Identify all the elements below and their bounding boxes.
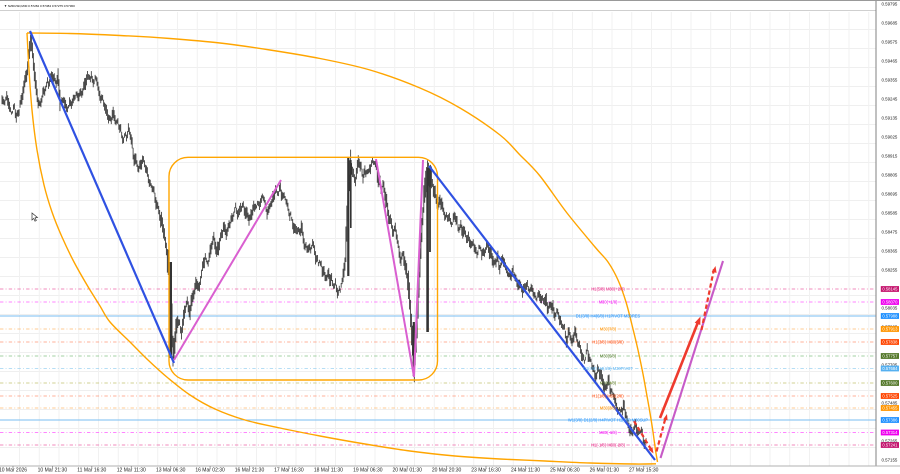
svg-text:H1(-1/8) M30(-2/8): H1(-1/8) M30(-2/8) — [591, 443, 626, 448]
svg-text:0.58585: 0.58585 — [882, 211, 898, 216]
svg-text:M30(4/8): M30(4/8) — [600, 381, 617, 386]
svg-text:0.57155: 0.57155 — [882, 458, 898, 463]
svg-text:H1(5/8) M30(+2/8): H1(5/8) M30(+2/8) — [591, 287, 625, 292]
svg-text:11 Mar 16:30: 11 Mar 16:30 — [77, 467, 106, 473]
svg-text:12 Mar 11:30: 12 Mar 11:30 — [117, 467, 146, 473]
svg-text:0.58805: 0.58805 — [882, 173, 898, 178]
svg-text:0.58145: 0.58145 — [882, 287, 898, 292]
svg-text:0.58365: 0.58365 — [882, 249, 898, 254]
svg-text:0.58695: 0.58695 — [882, 192, 898, 197]
svg-text:20 Mar 01:30: 20 Mar 01:30 — [392, 467, 422, 473]
svg-text:0.57705: 0.57705 — [882, 363, 898, 368]
svg-text:0.58475: 0.58475 — [882, 230, 898, 235]
svg-text:D1(3/8) H4(6/8) H1PIVOT M30RES: D1(3/8) H4(6/8) H1PIVOT M30RES — [576, 314, 641, 319]
svg-text:W1(3/8) D1(2/8) H4PIVOT H1(2/8: W1(3/8) D1(2/8) H4PIVOT H1(2/8) M30SUP — [568, 418, 649, 423]
svg-text:0.58915: 0.58915 — [882, 154, 898, 159]
svg-text:0.59685: 0.59685 — [882, 21, 898, 26]
svg-text:▼ NZDUSD,M30 0.57282 0.57384: ▼ NZDUSD,M30 0.57282 0.57384 0.57275 0.5… — [4, 4, 75, 8]
svg-text:0.59135: 0.59135 — [882, 116, 898, 121]
svg-text:0.57757: 0.57757 — [882, 354, 898, 359]
svg-text:0.58255: 0.58255 — [882, 268, 898, 273]
svg-text:M30(5/8): M30(5/8) — [600, 354, 617, 359]
svg-text:27 Mar 15:30: 27 Mar 15:30 — [629, 467, 659, 473]
svg-text:0.57684: 0.57684 — [882, 366, 898, 371]
svg-text:0.59355: 0.59355 — [882, 78, 898, 83]
svg-text:M30(7/8): M30(7/8) — [600, 327, 617, 332]
svg-text:17 Mar 16:30: 17 Mar 16:30 — [274, 467, 304, 473]
svg-text:M30(3/8): M30(3/8) — [600, 406, 617, 411]
svg-text:0.57600: 0.57600 — [882, 381, 898, 386]
svg-text:10 Mar 21:30: 10 Mar 21:30 — [38, 467, 68, 473]
svg-text:0.57838: 0.57838 — [882, 340, 898, 345]
svg-text:0.59795: 0.59795 — [882, 2, 898, 7]
svg-text:0.57988: 0.57988 — [882, 314, 898, 319]
svg-text:0.57485: 0.57485 — [882, 401, 898, 406]
svg-text:0.57913: 0.57913 — [882, 327, 898, 332]
svg-text:0.57386: 0.57386 — [882, 418, 898, 423]
svg-text:20 Mar 20:30: 20 Mar 20:30 — [432, 467, 462, 473]
svg-text:13 Mar 06:30: 13 Mar 06:30 — [156, 467, 186, 473]
svg-text:19 Mar 06:30: 19 Mar 06:30 — [353, 467, 383, 473]
svg-text:0.59025: 0.59025 — [882, 135, 898, 140]
svg-text:0.59245: 0.59245 — [882, 97, 898, 102]
svg-text:16 Mar 21:30: 16 Mar 21:30 — [235, 467, 265, 473]
svg-text:0.58035: 0.58035 — [882, 306, 898, 311]
svg-text:0.57314: 0.57314 — [882, 430, 898, 435]
svg-text:25 Mar 06:30: 25 Mar 06:30 — [550, 467, 580, 473]
svg-text:M30(+1/8): M30(+1/8) — [599, 300, 618, 305]
svg-text:0.57265: 0.57265 — [882, 439, 898, 444]
svg-text:10 Mar 2026: 10 Mar 2026 — [0, 467, 27, 473]
svg-text:23 Mar 16:30: 23 Mar 16:30 — [471, 467, 501, 473]
svg-text:26 Mar 01:30: 26 Mar 01:30 — [590, 467, 620, 473]
svg-text:D1(4/8) H4(4/8) M30PIVOT: D1(4/8) H4(4/8) M30PIVOT — [583, 366, 633, 371]
svg-text:0.57455: 0.57455 — [882, 406, 898, 411]
svg-text:0.59575: 0.59575 — [882, 40, 898, 45]
svg-text:M30(-1/8): M30(-1/8) — [599, 430, 617, 435]
svg-text:H1(3/8) M30(6/8): H1(3/8) M30(6/8) — [592, 340, 624, 345]
svg-text:18 Mar 11:30: 18 Mar 11:30 — [314, 467, 343, 473]
svg-text:0.59465: 0.59465 — [882, 59, 898, 64]
svg-text:0.58070: 0.58070 — [882, 300, 898, 305]
svg-text:16 Mar 02:30: 16 Mar 02:30 — [195, 467, 225, 473]
svg-text:24 Mar 11:30: 24 Mar 11:30 — [511, 467, 540, 473]
svg-text:0.57241: 0.57241 — [882, 443, 898, 448]
svg-text:H1(1/8) M30(2/8): H1(1/8) M30(2/8) — [592, 394, 624, 399]
svg-text:0.57525: 0.57525 — [882, 394, 898, 399]
